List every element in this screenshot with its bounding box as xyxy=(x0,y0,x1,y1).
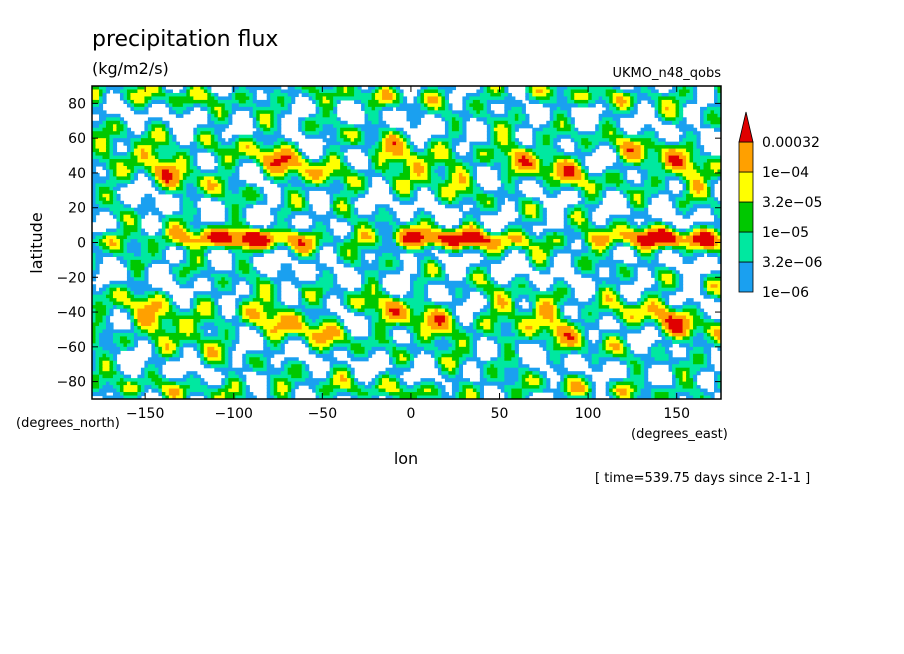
time-note: [ time=539.75 days since 2-1-1 ] xyxy=(595,471,810,486)
chart-units: (kg/m2/s) xyxy=(92,59,169,78)
chart-title: precipitation flux xyxy=(92,27,278,52)
colorbar-band xyxy=(738,141,754,173)
dataset-label: UKMO_n48_qobs xyxy=(612,66,721,81)
colorbar-label: 3.2e−06 xyxy=(762,255,823,271)
x-tick-label: −50 xyxy=(308,406,338,422)
colorbar-label: 1e−04 xyxy=(762,165,809,181)
axes: −150 −100 −50 0 50 100 150 80 60 40 20 0 −20 −40 −60 −8… xyxy=(56,86,721,422)
y-tick-label: 0 xyxy=(77,236,86,252)
y-axis-units: (degrees_north) xyxy=(16,416,120,431)
y-tick-label: −40 xyxy=(56,305,86,321)
x-tick-label: 50 xyxy=(491,406,509,422)
colorbar-label: 3.2e−05 xyxy=(762,195,822,211)
precip-field xyxy=(92,86,721,399)
y-tick-label: 60 xyxy=(68,131,86,147)
x-axis-units: (degrees_east) xyxy=(631,427,728,442)
colorbar-band xyxy=(738,201,754,233)
colorbar-label: 1e−05 xyxy=(762,225,809,241)
y-tick-label: 40 xyxy=(68,166,86,182)
x-axis-label: lon xyxy=(394,449,418,468)
colorbar-overflow-triangle xyxy=(738,111,754,143)
colorbar-label: 0.00032 xyxy=(762,135,820,151)
x-tick-label: 0 xyxy=(406,406,415,422)
colorbar-label: 1e−06 xyxy=(762,285,809,301)
y-tick-label: 20 xyxy=(68,201,86,217)
x-tick-label: −100 xyxy=(215,406,253,422)
x-tick-label: 100 xyxy=(575,406,602,422)
colorbar-band xyxy=(738,231,754,263)
colorbar-band xyxy=(738,171,754,203)
colorbar-band xyxy=(738,261,754,293)
y-tick-label: −20 xyxy=(56,270,86,286)
y-tick-label: −80 xyxy=(56,375,86,391)
y-tick-label: 80 xyxy=(68,96,86,112)
y-axis-label: latitude xyxy=(27,212,46,273)
x-tick-label: 150 xyxy=(663,406,690,422)
x-tick-label: −150 xyxy=(126,406,164,422)
colorbar: 0.00032 1e−04 3.2e−05 1e−05 3.2e−06 1e−06 xyxy=(738,111,823,301)
y-tick-label: −60 xyxy=(56,340,86,356)
